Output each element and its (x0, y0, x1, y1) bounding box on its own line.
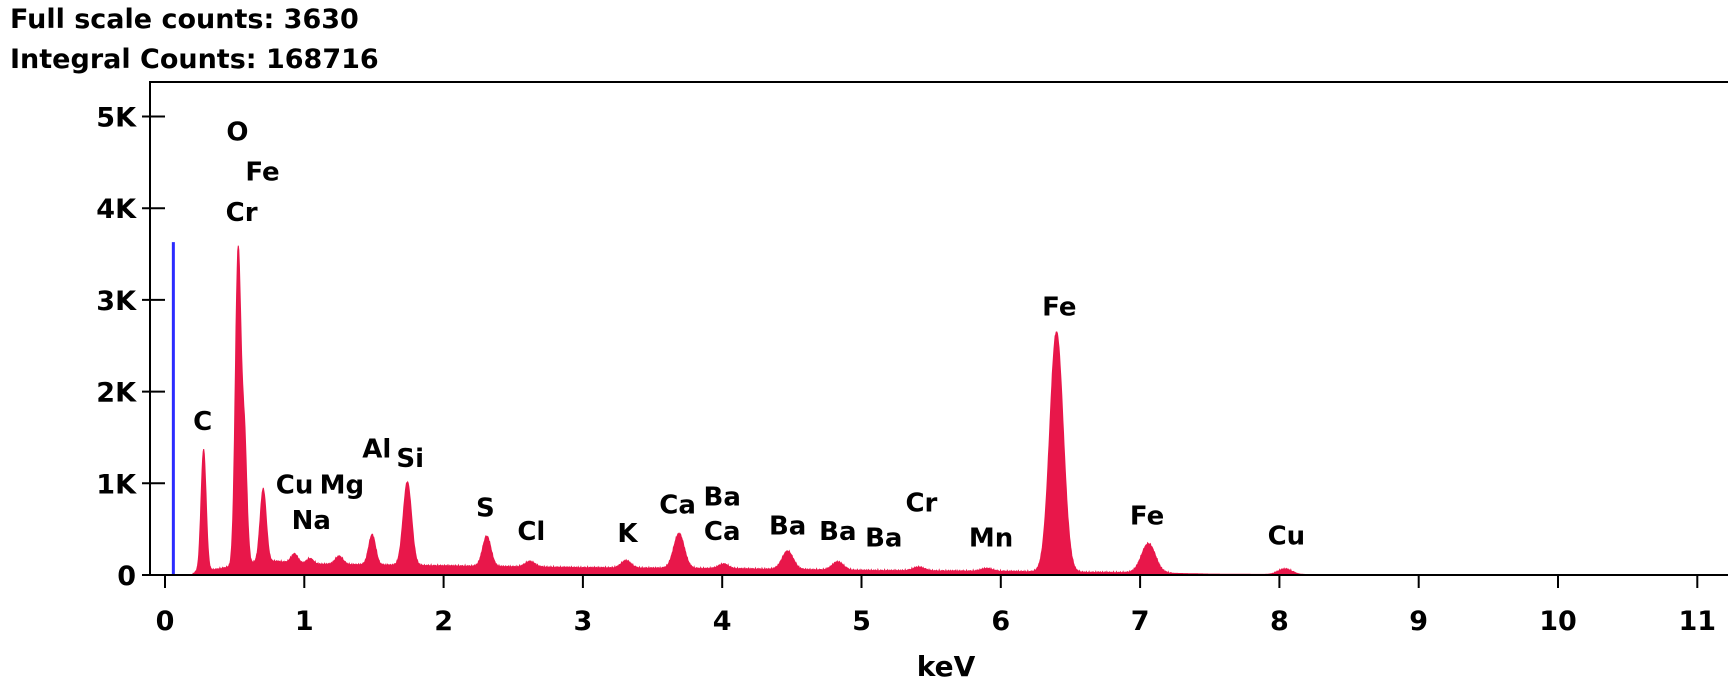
peak-label: Mn (969, 524, 1013, 554)
peak-label: Ba (704, 482, 741, 512)
x-tick-label: 4 (713, 606, 732, 637)
peak-label: C (193, 407, 212, 437)
x-tick-label: 6 (991, 606, 1010, 637)
y-tick-label: 2K (96, 378, 137, 409)
peak-label: Mg (320, 470, 364, 500)
x-axis-label: keV (917, 650, 976, 683)
x-tick-label: 0 (156, 606, 175, 637)
x-tick-label: 3 (574, 606, 593, 637)
y-tick-label: 0 (117, 561, 136, 592)
x-tick-label: 5 (852, 606, 871, 637)
x-tick-label: 2 (434, 606, 453, 637)
peak-label: Si (396, 444, 424, 474)
peak-label: S (476, 493, 495, 523)
peak-label: Cr (226, 198, 258, 228)
peak-label: K (617, 519, 638, 549)
x-tick-label: 1 (295, 606, 314, 637)
peak-label: Na (292, 506, 331, 536)
peak-label: Fe (245, 158, 279, 188)
y-tick-label: 1K (96, 469, 137, 500)
spectrum-area (185, 245, 1323, 576)
peak-label: Cu (276, 470, 314, 500)
integral-counts-label: Integral Counts: 168716 (10, 44, 379, 75)
x-tick-label: 9 (1409, 606, 1428, 637)
x-tick-label: 7 (1131, 606, 1150, 637)
x-tick-label: 10 (1539, 606, 1577, 637)
peak-label: Ca (704, 517, 741, 547)
x-tick-label: 11 (1679, 606, 1717, 637)
peak-label: Cu (1268, 522, 1306, 552)
axes-layer: 0 1K 2K 3K 4K 5K 0 1 2 3 4 5 6 7 8 9 10 11 (96, 103, 1728, 637)
peak-label: Ba (865, 524, 902, 554)
peak-label: Fe (1130, 502, 1164, 532)
peak-label: Cr (905, 489, 937, 519)
y-tick-label: 3K (96, 286, 137, 317)
full-scale-counts-label: Full scale counts: 3630 (10, 4, 359, 35)
spectrum-layer (171, 242, 1323, 576)
peak-label: Al (362, 435, 391, 465)
y-tick-label: 4K (96, 194, 137, 225)
plot-frame (149, 81, 1728, 576)
peak-label: Ba (769, 512, 806, 542)
x-tick-label: 8 (1270, 606, 1289, 637)
peak-label: Cl (517, 517, 545, 547)
peak-label: Ca (659, 491, 696, 521)
y-tick-label: 5K (96, 103, 137, 134)
peak-label: Ba (819, 517, 856, 547)
peak-label: O (226, 117, 248, 147)
peak-label: Fe (1042, 292, 1076, 322)
